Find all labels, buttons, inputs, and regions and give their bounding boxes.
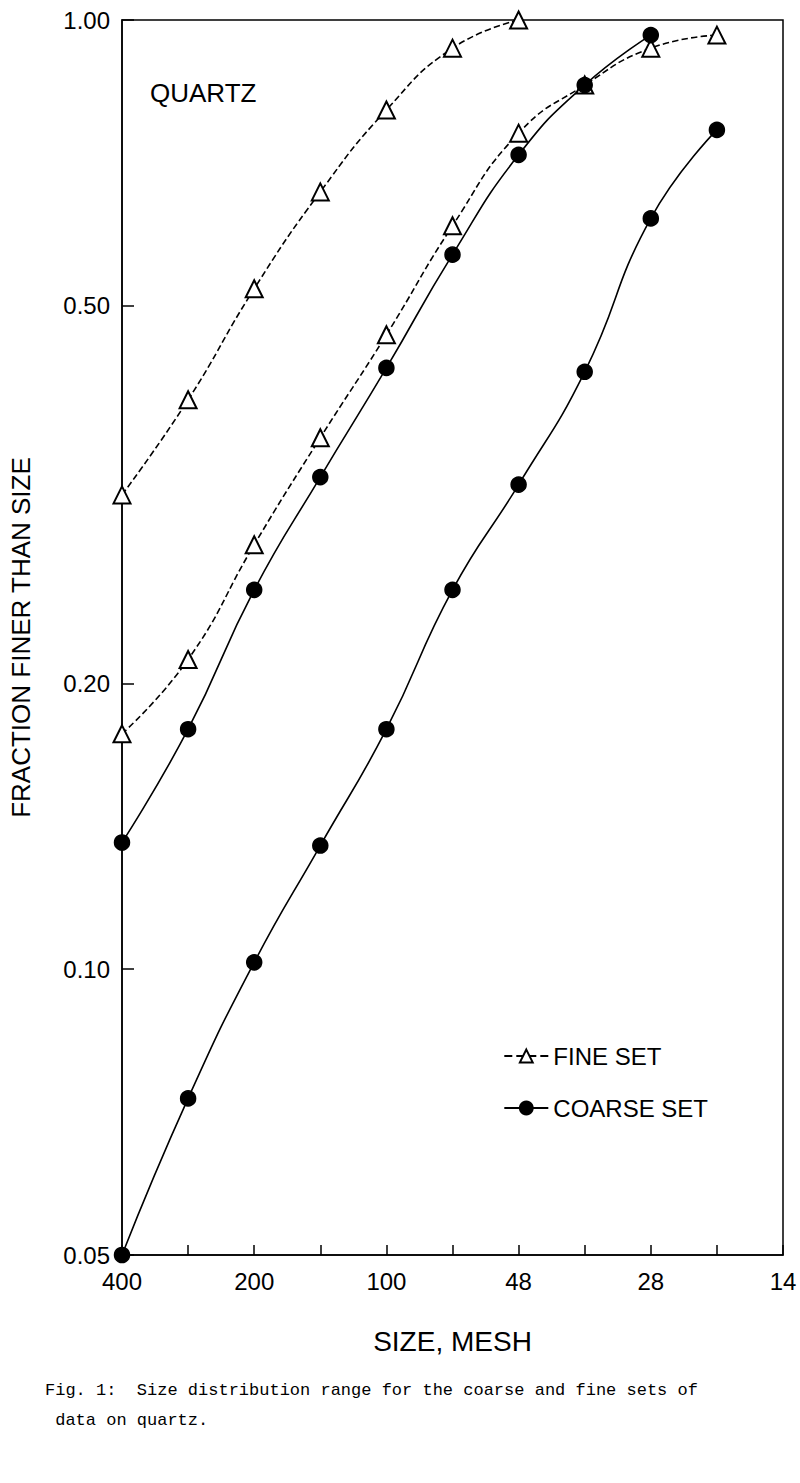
svg-text:Fig. 1: Size distribution ran: Fig. 1: Size distribution range for the …: [45, 1381, 698, 1400]
svg-text:0.50: 0.50: [63, 292, 110, 319]
svg-text:data on quartz.: data on quartz.: [45, 1411, 208, 1430]
svg-text:COARSE SET: COARSE SET: [553, 1095, 708, 1122]
svg-text:0.10: 0.10: [63, 956, 110, 983]
svg-text:200: 200: [234, 1268, 274, 1295]
svg-text:400: 400: [102, 1268, 142, 1295]
svg-text:0.05: 0.05: [63, 1242, 110, 1269]
svg-text:FRACTION FINER THAN SIZE: FRACTION FINER THAN SIZE: [6, 457, 36, 818]
svg-text:FINE SET: FINE SET: [553, 1043, 661, 1070]
svg-text:14: 14: [770, 1268, 797, 1295]
svg-text:28: 28: [637, 1268, 664, 1295]
svg-text:100: 100: [366, 1268, 406, 1295]
svg-text:QUARTZ: QUARTZ: [150, 78, 257, 108]
svg-text:0.20: 0.20: [63, 670, 110, 697]
svg-text:48: 48: [505, 1268, 532, 1295]
svg-text:SIZE, MESH: SIZE, MESH: [373, 1326, 532, 1357]
svg-text:1.00: 1.00: [63, 7, 110, 34]
